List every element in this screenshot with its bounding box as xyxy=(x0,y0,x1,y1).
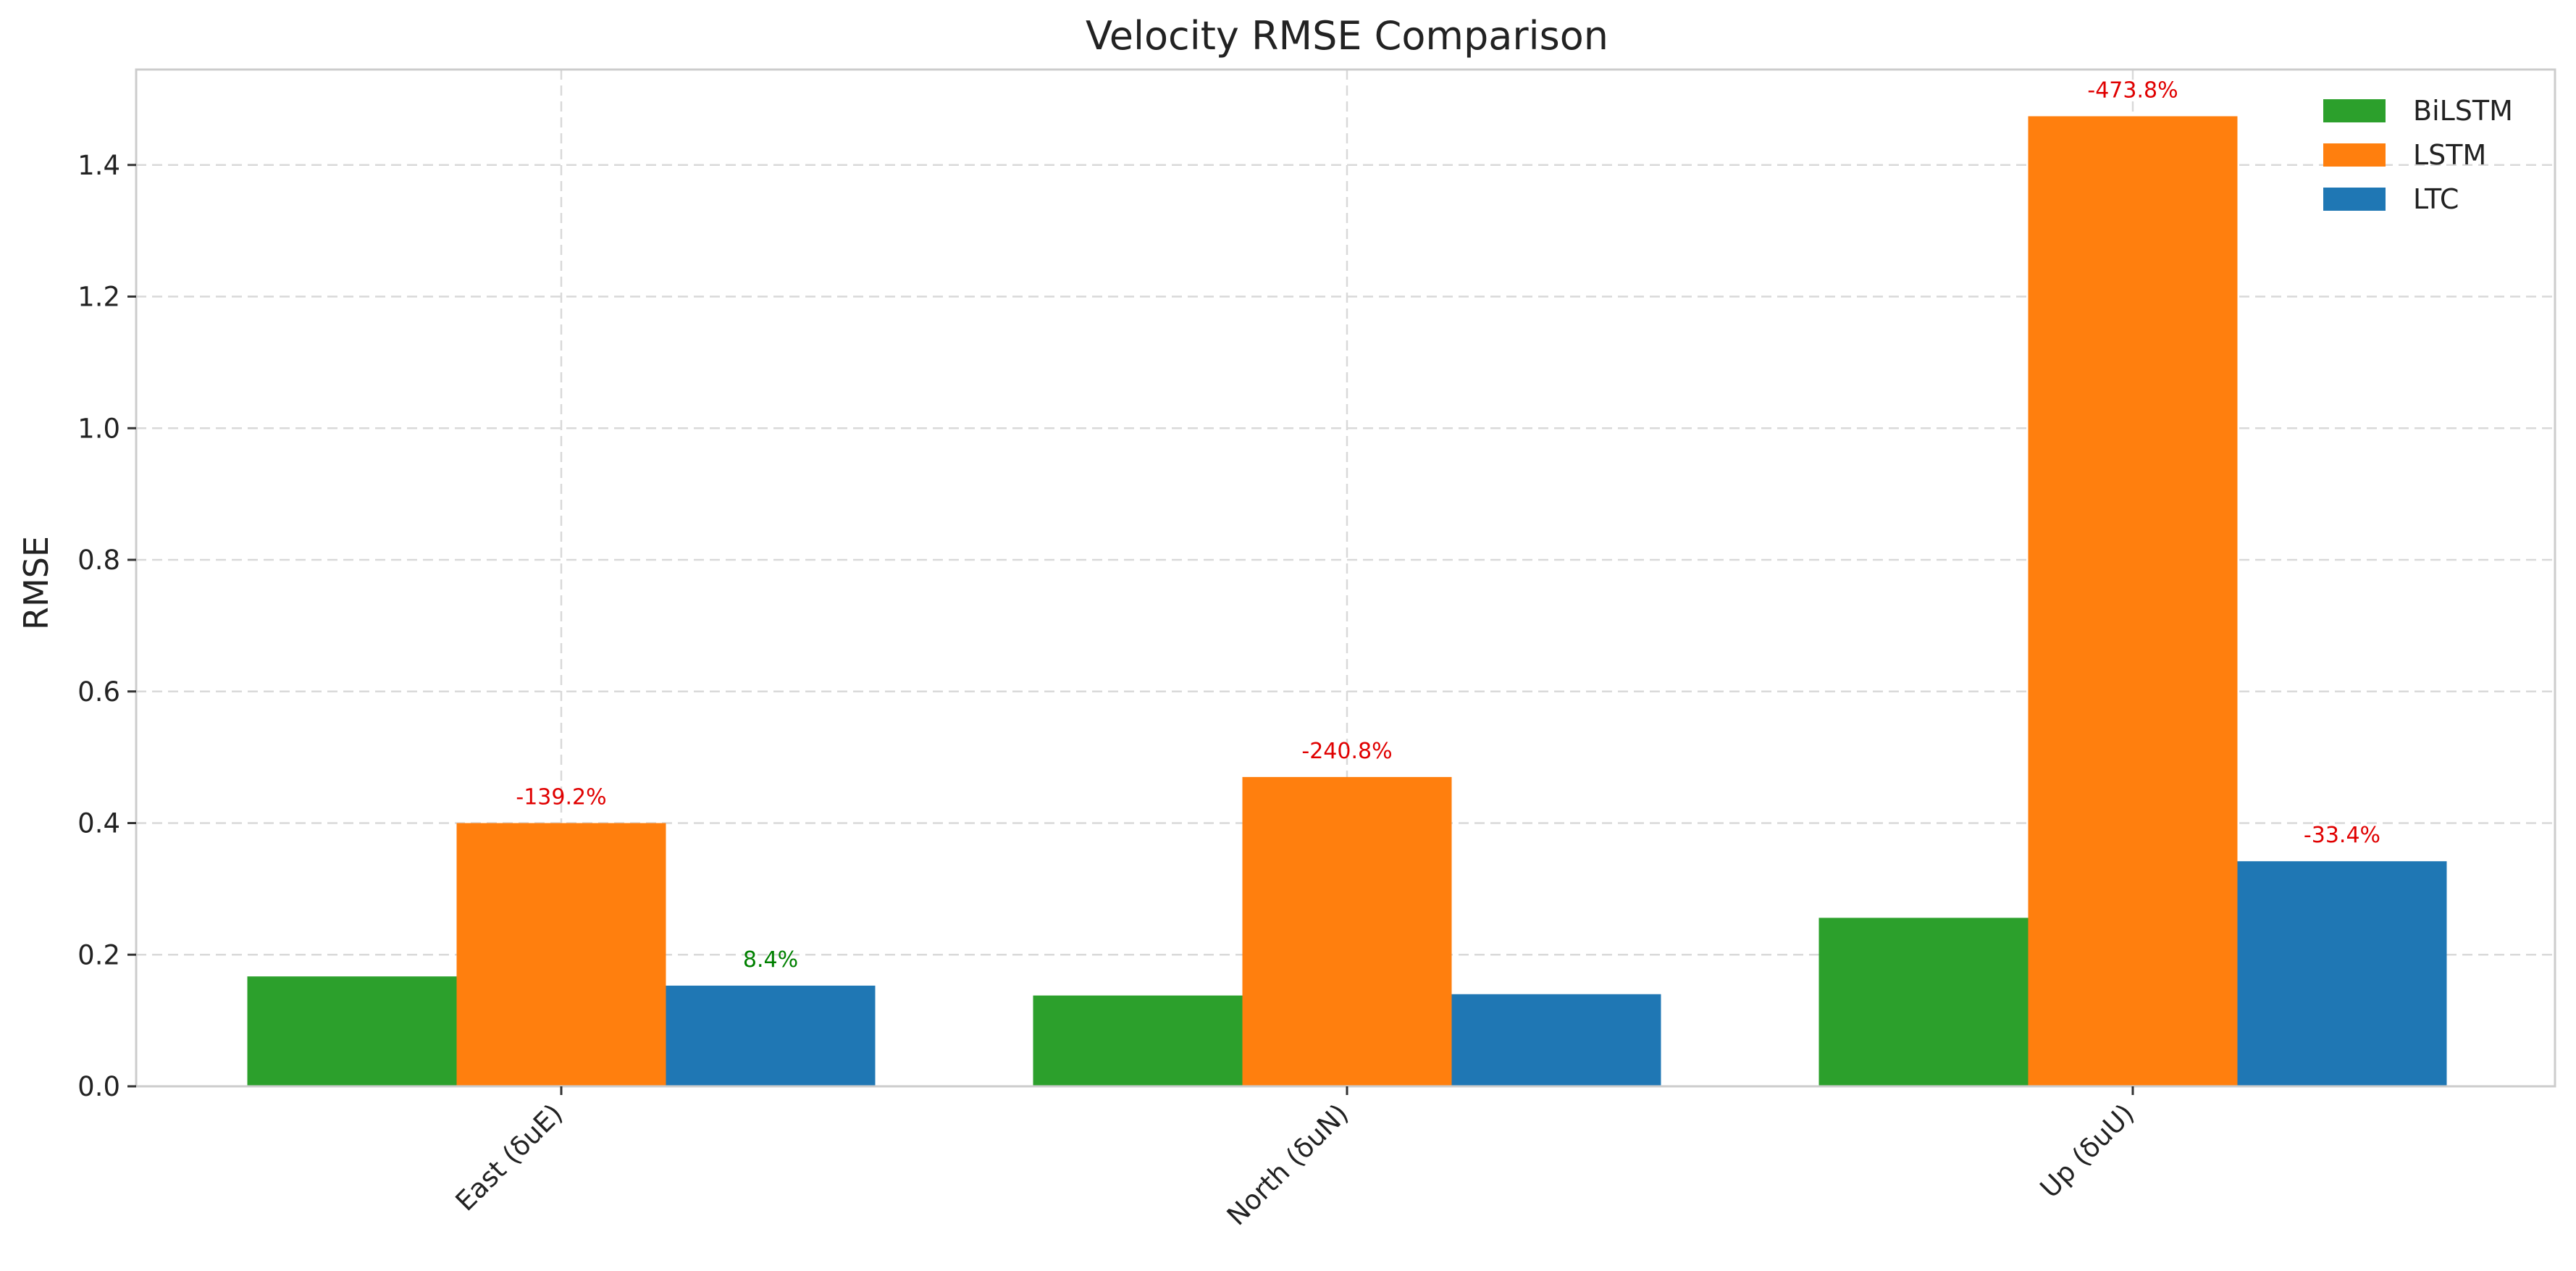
bar-annotation: -139.2% xyxy=(516,785,606,810)
bar-annotation: -473.8% xyxy=(2087,78,2178,104)
bar-annotation: 8.4% xyxy=(743,947,798,973)
x-tick-label: North (δuN) xyxy=(1221,1098,1354,1231)
bar-annotation: -33.4% xyxy=(2304,823,2380,848)
bar-lstm-north-un xyxy=(1242,776,1452,1086)
bar-annotation: -240.8% xyxy=(1301,739,1392,764)
legend-swatch-ltc xyxy=(2323,188,2386,211)
y-axis-label: RMSE xyxy=(17,536,56,630)
legend-label-bilstm: BiLSTM xyxy=(2413,95,2513,127)
chart-title: Velocity RMSE Comparison xyxy=(1086,13,1608,59)
bar-bilstm-north-un xyxy=(1033,995,1243,1086)
bar-ltc-east-ue xyxy=(666,985,876,1086)
bars xyxy=(247,116,2447,1086)
bar-ltc-up-uu xyxy=(2237,861,2447,1086)
y-tick-label: 0.4 xyxy=(77,808,120,839)
plot-frame xyxy=(135,68,2556,1088)
bar-lstm-east-ue xyxy=(456,823,666,1086)
x-tick-label: Up (δuU) xyxy=(2034,1098,2141,1204)
bar-bilstm-up-uu xyxy=(1818,918,2029,1086)
y-tick-label: 0.6 xyxy=(77,676,120,708)
legend-swatch-lstm xyxy=(2323,143,2386,167)
y-tick-label: 1.2 xyxy=(77,282,120,313)
y-tick-label: 1.4 xyxy=(77,150,120,181)
bar-annotations: -139.2% 8.4% -240.8% -473.8% -33.4% xyxy=(516,78,2380,973)
legend-label-ltc: LTC xyxy=(2413,183,2459,215)
bar-bilstm-east-ue xyxy=(247,976,457,1086)
x-tick-label: East (δuE) xyxy=(450,1098,569,1217)
y-tick-label: 0.8 xyxy=(77,545,120,576)
legend: BiLSTM LSTM LTC xyxy=(2323,95,2513,215)
bar-ltc-north-un xyxy=(1451,994,1661,1086)
legend-swatch-bilstm xyxy=(2323,99,2386,122)
y-tick-label: 0.0 xyxy=(77,1071,120,1102)
y-tick-label: 1.0 xyxy=(77,413,120,444)
legend-label-lstm: LSTM xyxy=(2413,139,2486,171)
y-tick-label: 0.2 xyxy=(77,939,120,970)
bar-lstm-up-uu xyxy=(2028,116,2238,1086)
